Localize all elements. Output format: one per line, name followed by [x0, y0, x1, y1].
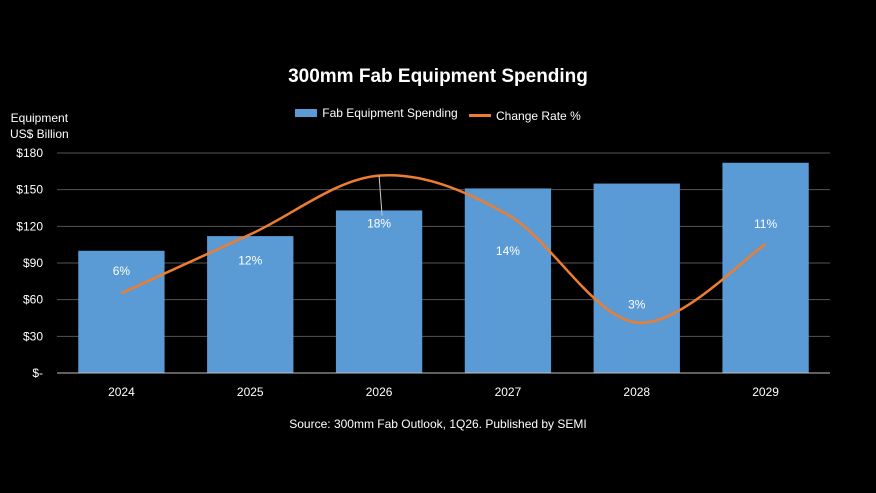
y-tick-label: $150 — [16, 183, 43, 197]
change-rate-label: 11% — [754, 217, 777, 231]
data-label-leader — [378, 175, 383, 216]
x-tick-label: 2027 — [495, 385, 522, 399]
legend: Fab Equipment Spending Change Rate % — [0, 106, 876, 123]
x-tick-label: 2029 — [752, 385, 779, 399]
source-note: Source: 300mm Fab Outlook, 1Q26. Publish… — [289, 417, 587, 431]
y-tick-label: $60 — [23, 293, 43, 307]
x-tick-label: 2026 — [366, 385, 393, 399]
change-rate-label: 12% — [238, 253, 262, 267]
bar — [335, 210, 423, 373]
y-tick-label: $- — [32, 366, 43, 380]
change-rate-label: 14% — [496, 244, 520, 258]
legend-label-line: Change Rate % — [496, 108, 581, 123]
y-tick-label: $30 — [23, 329, 43, 343]
change-rate-label: 6% — [113, 264, 131, 278]
y-axis-title-line-1: Equipment — [10, 111, 69, 125]
x-tick-label: 2024 — [108, 385, 135, 399]
y-tick-label: $120 — [16, 219, 43, 233]
legend-label-bars: Fab Equipment Spending — [322, 106, 458, 120]
change-rate-label: 3% — [628, 298, 646, 312]
legend-item-bars: Fab Equipment Spending — [295, 106, 458, 120]
bar — [593, 183, 680, 373]
x-tick-label: 2025 — [237, 385, 264, 399]
bar — [78, 250, 165, 373]
x-tick-label: 2028 — [623, 385, 650, 399]
change-rate-label: 18% — [367, 217, 391, 231]
y-tick-label: $90 — [23, 256, 43, 270]
change-rate-line — [120, 173, 767, 324]
legend-swatch-line — [469, 114, 492, 117]
y-tick-label: $180 — [16, 146, 43, 160]
chart-title: 300mm Fab Equipment Spending — [288, 66, 588, 87]
bar — [207, 236, 294, 373]
legend-item-line: Change Rate % — [469, 109, 581, 123]
legend-swatch-bar — [295, 109, 318, 117]
bar — [464, 188, 552, 373]
y-axis-title-line-2: US$ Billion — [10, 127, 69, 141]
y-axis-title: Equipment US$ Billion — [10, 110, 69, 142]
